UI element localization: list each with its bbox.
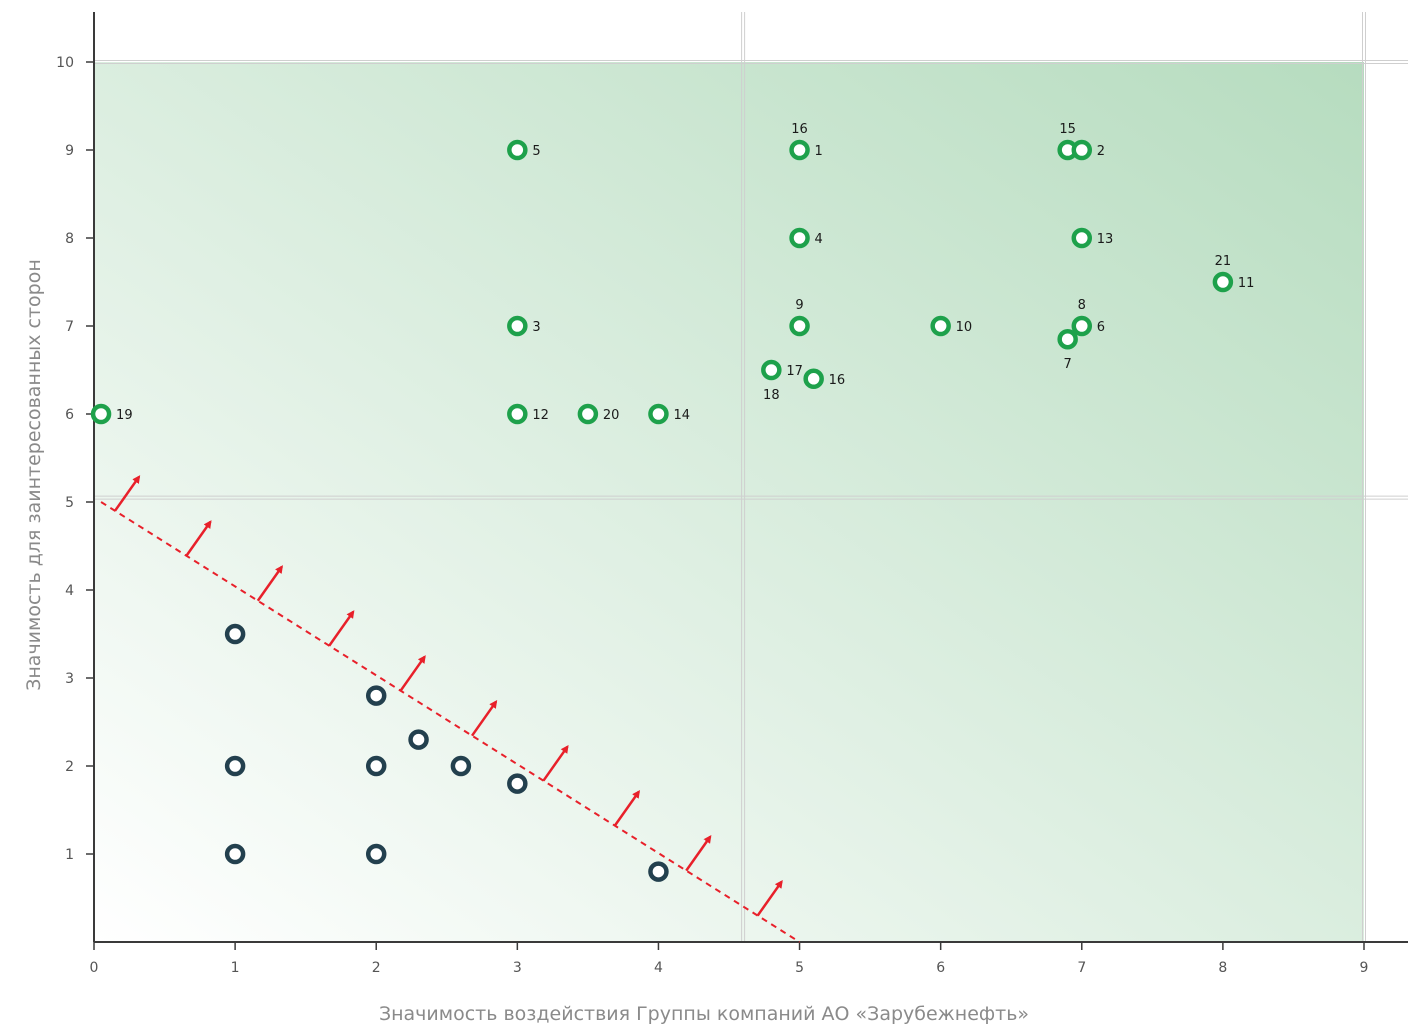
y-tick-label: 9	[65, 143, 74, 159]
y-tick-label: 5	[65, 495, 74, 511]
point-label: 5	[532, 144, 540, 159]
point-label: 21	[1215, 254, 1232, 269]
point-label: 16	[829, 373, 846, 388]
boundary-arrow	[114, 475, 141, 512]
axes	[93, 12, 1408, 943]
boundary-arrow	[185, 520, 212, 557]
y-tick-label: 1	[65, 847, 74, 863]
material-topic-point	[1071, 227, 1093, 249]
material-topic-point	[1057, 328, 1078, 350]
x-tick-label: 5	[795, 960, 804, 976]
material-topic-point	[1212, 271, 1234, 293]
material-topic-point	[90, 403, 112, 425]
point-label: 4	[815, 232, 823, 247]
material-topic-point	[789, 315, 810, 337]
point-label: 13	[1097, 232, 1114, 247]
x-tick-label: 6	[936, 960, 945, 976]
boundary-arrow	[328, 610, 355, 647]
point-label: 15	[1059, 122, 1076, 137]
material-topic-point	[507, 403, 528, 425]
boundary-arrow	[613, 790, 640, 827]
point-label: 18	[763, 388, 780, 403]
non-material-topic-point	[507, 773, 528, 794]
boundary-arrow	[685, 834, 712, 872]
non-material-topic-point	[365, 685, 387, 706]
material-topic-point	[648, 403, 669, 425]
point-label: 1	[815, 144, 823, 159]
y-tick-label: 10	[56, 55, 74, 71]
point-label: 9	[795, 298, 803, 313]
grid	[94, 12, 1408, 942]
point-label: 14	[673, 408, 690, 423]
y-axis-title: Значимость для заинтересованных сторон	[23, 259, 45, 691]
materiality-boundary	[100, 475, 801, 943]
point-label: 20	[603, 408, 620, 423]
plot-background	[94, 62, 1364, 942]
point-label: 2	[1097, 144, 1105, 159]
non-material-topic-point	[224, 843, 246, 865]
material-topic-point	[789, 139, 810, 161]
non-material-topic-point	[224, 623, 246, 645]
y-tick-label: 3	[65, 671, 74, 687]
x-tick-label: 4	[654, 960, 663, 976]
x-tick-label: 8	[1218, 960, 1227, 976]
y-tick-label: 7	[65, 319, 74, 335]
non-material-topic-point	[408, 729, 429, 750]
non-material-topic-point	[365, 843, 387, 865]
material-topic-point	[507, 139, 528, 161]
point-label: 17	[786, 364, 803, 379]
x-tick-label: 0	[90, 960, 99, 976]
x-tick-label: 1	[231, 960, 240, 976]
point-label: 8	[1078, 298, 1086, 313]
non-material-topic-point	[648, 861, 669, 882]
x-tick-label: 2	[372, 960, 381, 976]
material-topic-point	[803, 368, 824, 390]
point-label: 10	[956, 320, 973, 335]
boundary-arrow	[756, 879, 783, 917]
non-material-topic-point	[224, 755, 246, 777]
boundary-arrow	[542, 745, 569, 782]
point-label: 3	[532, 320, 540, 335]
boundary-arrow	[471, 700, 498, 737]
material-topic-point	[761, 359, 782, 381]
material-topic-point	[930, 315, 951, 337]
point-label: 7	[1064, 357, 1072, 372]
material-topic-point	[1071, 315, 1093, 337]
x-tick-label: 3	[513, 960, 522, 976]
non-material-topic-point	[365, 755, 387, 777]
data-points: 19 5 3 12 20 14 17 18 1 16 4 9 16 10 15 2 13 68 7 11 21	[90, 122, 1255, 882]
non-material-topic-point	[450, 755, 472, 777]
point-label: 12	[532, 408, 549, 423]
y-tick-label: 2	[65, 759, 74, 775]
material-topic-point	[789, 227, 810, 249]
material-topic-point	[507, 315, 528, 337]
boundary-arrow	[256, 565, 283, 602]
y-tick-label: 4	[65, 583, 74, 599]
point-label: 16	[791, 122, 808, 137]
x-tick-label: 7	[1077, 960, 1086, 976]
boundary-arrow	[399, 655, 426, 692]
x-axis-title: Значимость воздействия Группы компаний А…	[378, 1003, 1030, 1025]
material-topic-point	[1071, 139, 1093, 161]
point-label: 19	[116, 408, 133, 423]
boundary-dashed-line	[100, 501, 801, 943]
y-tick-label: 6	[65, 407, 74, 423]
point-label: 11	[1238, 276, 1255, 291]
y-tick-label: 8	[65, 231, 74, 247]
point-label: 6	[1097, 320, 1105, 335]
material-topic-point	[577, 403, 599, 425]
x-tick-label: 9	[1360, 960, 1369, 976]
